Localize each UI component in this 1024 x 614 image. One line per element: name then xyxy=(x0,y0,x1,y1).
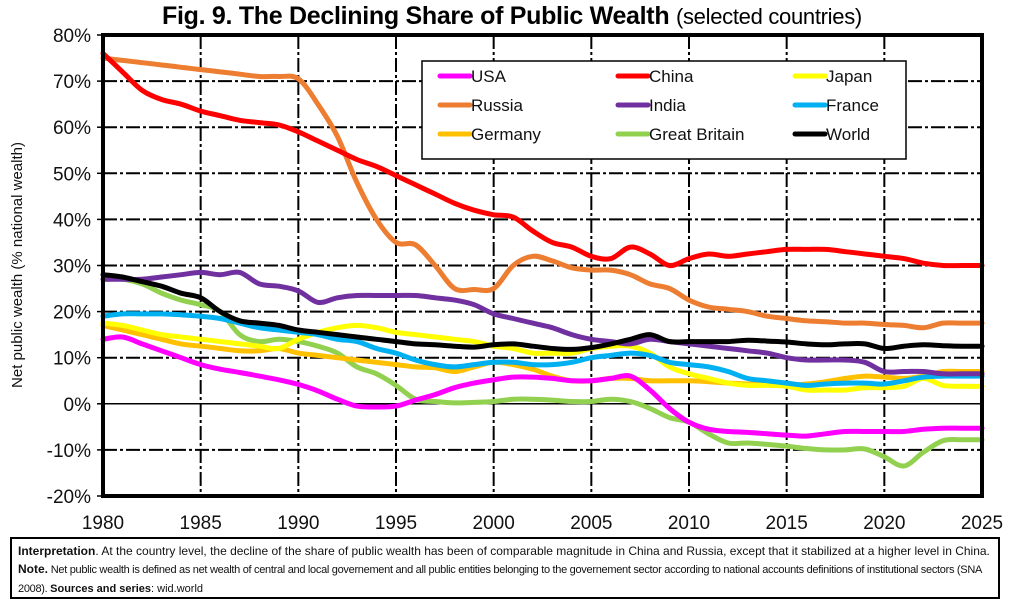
series-line-world xyxy=(100,272,985,352)
series-line-great-britain xyxy=(100,276,985,469)
x-tick-label: 2025 xyxy=(961,513,1003,534)
x-axis-ticks: 1980 1985 1990 1995 2000 2005 2010 2015 2020 2025 xyxy=(82,513,1003,534)
legend: USA China Japan Russia India France Germany Gre… xyxy=(421,60,907,160)
note-note-label: Note. xyxy=(18,562,48,576)
y-axis-label: Net public wealth (% national wealth) xyxy=(9,142,26,388)
legend-label-great-britain: Great Britain xyxy=(649,125,744,144)
interpretation-note: Interpretation. At the country level, th… xyxy=(10,537,1000,599)
note-sources-label: Sources and series xyxy=(50,583,152,595)
x-tick-label: 1980 xyxy=(82,513,124,534)
series-line-france xyxy=(100,311,985,388)
x-tick-label: 2005 xyxy=(570,513,612,534)
y-tick-label: 0% xyxy=(64,395,92,416)
legend-label-china: China xyxy=(649,67,694,86)
note-note-text: Net public wealth is defined as net weal… xyxy=(18,564,982,595)
chart-title-sub: (selected countries) xyxy=(675,4,862,29)
y-tick-label: 80% xyxy=(53,26,91,47)
x-tick-label: 1995 xyxy=(375,513,417,534)
series-line-germany xyxy=(100,322,985,388)
y-tick-label: 20% xyxy=(53,303,91,324)
legend-label-world: World xyxy=(826,125,870,144)
legend-label-india: India xyxy=(649,96,686,115)
chart-title-main: Fig. 9. The Declining Share of Public We… xyxy=(162,2,670,30)
y-tick-label: 50% xyxy=(53,164,91,185)
legend-label-germany: Germany xyxy=(471,125,541,144)
plot-frame xyxy=(101,33,984,498)
y-tick-label: 70% xyxy=(53,72,91,93)
x-tick-label: 2010 xyxy=(668,513,710,534)
y-axis-ticks: -20% -10% 0% 10% 20% 30% 40% 50% 60% 70% 80% xyxy=(47,26,103,508)
x-tick-label: 2000 xyxy=(473,513,515,534)
y-tick-label: 60% xyxy=(53,118,91,139)
note-interpretation-label: Interpretation xyxy=(18,544,96,558)
note-sources-text: : wid.world xyxy=(151,583,204,595)
legend-label-russia: Russia xyxy=(471,96,524,115)
series-line-japan xyxy=(100,320,985,393)
chart-title: Fig. 9. The Declining Share of Public We… xyxy=(0,2,1024,31)
y-tick-label: 30% xyxy=(53,257,91,278)
series-line-russia xyxy=(100,55,985,331)
legend-label-japan: Japan xyxy=(826,67,872,86)
x-tick-label: 1990 xyxy=(277,513,319,534)
y-tick-label: 40% xyxy=(53,210,91,231)
series-lines xyxy=(100,50,985,469)
x-tick-label: 2020 xyxy=(863,513,905,534)
x-tick-label: 2015 xyxy=(766,513,808,534)
series-line-india xyxy=(100,269,985,377)
note-interpretation-text: . At the country level, the decline of t… xyxy=(95,544,990,558)
series-line-china xyxy=(100,50,985,269)
legend-label-france: France xyxy=(826,96,879,115)
legend-label-usa: USA xyxy=(471,67,507,86)
x-tick-label: 1985 xyxy=(180,513,222,534)
series-line-usa xyxy=(100,334,985,439)
line-chart: -20%-10%0%10%20%30%40%50%60%70%80% 1980 1… xyxy=(9,26,1003,534)
y-tick-label: -20% xyxy=(47,487,91,508)
y-tick-label: -10% xyxy=(47,441,91,462)
y-tick-label: 10% xyxy=(53,349,91,370)
